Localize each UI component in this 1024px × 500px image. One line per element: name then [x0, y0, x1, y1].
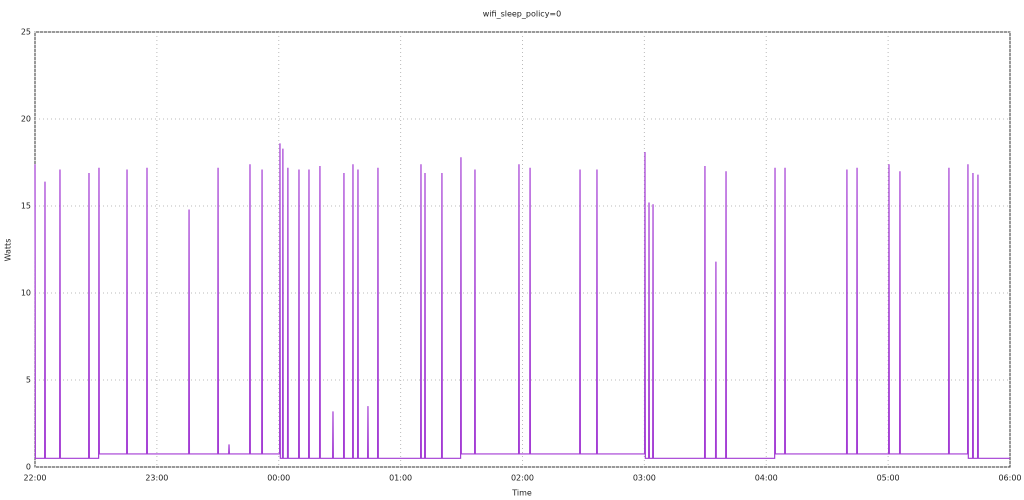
y-axis-label: Watts — [4, 239, 13, 262]
data-line — [34, 143, 1010, 459]
x-tick-label: 22:00 — [23, 474, 46, 483]
y-tick-label: 0 — [26, 463, 31, 472]
x-tick-label: 01:00 — [389, 474, 412, 483]
x-tick-label: 00:00 — [267, 474, 290, 483]
x-tick-label: 04:00 — [755, 474, 778, 483]
x-tick-label: 05:00 — [877, 474, 900, 483]
y-tick-label: 20 — [21, 115, 31, 124]
x-axis-label: Time — [511, 489, 532, 498]
y-tick-label: 5 — [26, 376, 31, 385]
plot-border — [34, 31, 1011, 468]
x-tick-label: 06:00 — [998, 474, 1021, 483]
chart-title: wifi_sleep_policy=0 — [483, 10, 561, 19]
y-tick-label: 10 — [21, 289, 31, 298]
x-tick-label: 02:00 — [511, 474, 534, 483]
x-tick-label: 03:00 — [633, 474, 656, 483]
y-tick-label: 25 — [21, 28, 31, 37]
y-tick-label: 15 — [21, 202, 31, 211]
x-tick-label: 23:00 — [145, 474, 168, 483]
